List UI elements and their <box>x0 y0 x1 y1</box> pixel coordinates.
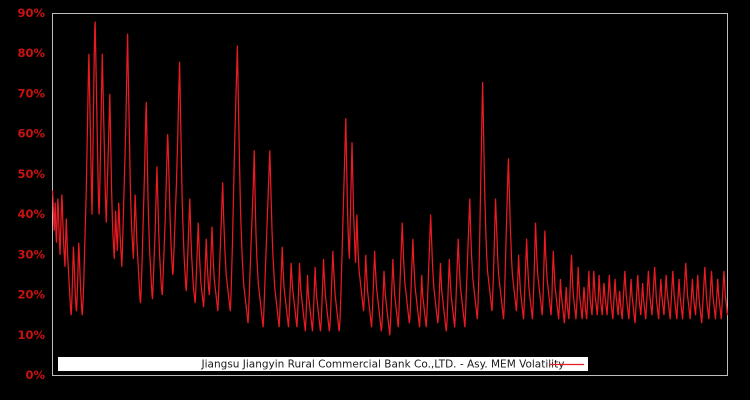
legend-background <box>58 357 588 371</box>
chart-legend[interactable]: Jiangsu Jiangyin Rural Commercial Bank C… <box>58 357 588 371</box>
y-axis-tick-label: 10% <box>17 328 45 342</box>
y-axis-tick-label: 30% <box>17 247 45 261</box>
data-series-group <box>51 21 729 336</box>
series-line-volatility <box>51 21 729 336</box>
y-axis-tick-label: 20% <box>17 288 45 302</box>
y-axis-tick-label: 70% <box>17 86 45 100</box>
y-axis-tick-label: 80% <box>17 46 45 60</box>
y-axis-tick-label: 0% <box>25 368 45 382</box>
y-axis-tick-labels: 0% 10% 20% 30% 40% 50% 60% 70% 80% 90% <box>17 6 45 382</box>
y-axis-tick-label: 90% <box>17 6 45 20</box>
y-axis-tick-label: 50% <box>17 167 45 181</box>
legend-label: Jiangsu Jiangyin Rural Commercial Bank C… <box>201 359 565 371</box>
y-axis-tick-label: 60% <box>17 127 45 141</box>
y-axis-tick-label: 40% <box>17 207 45 221</box>
